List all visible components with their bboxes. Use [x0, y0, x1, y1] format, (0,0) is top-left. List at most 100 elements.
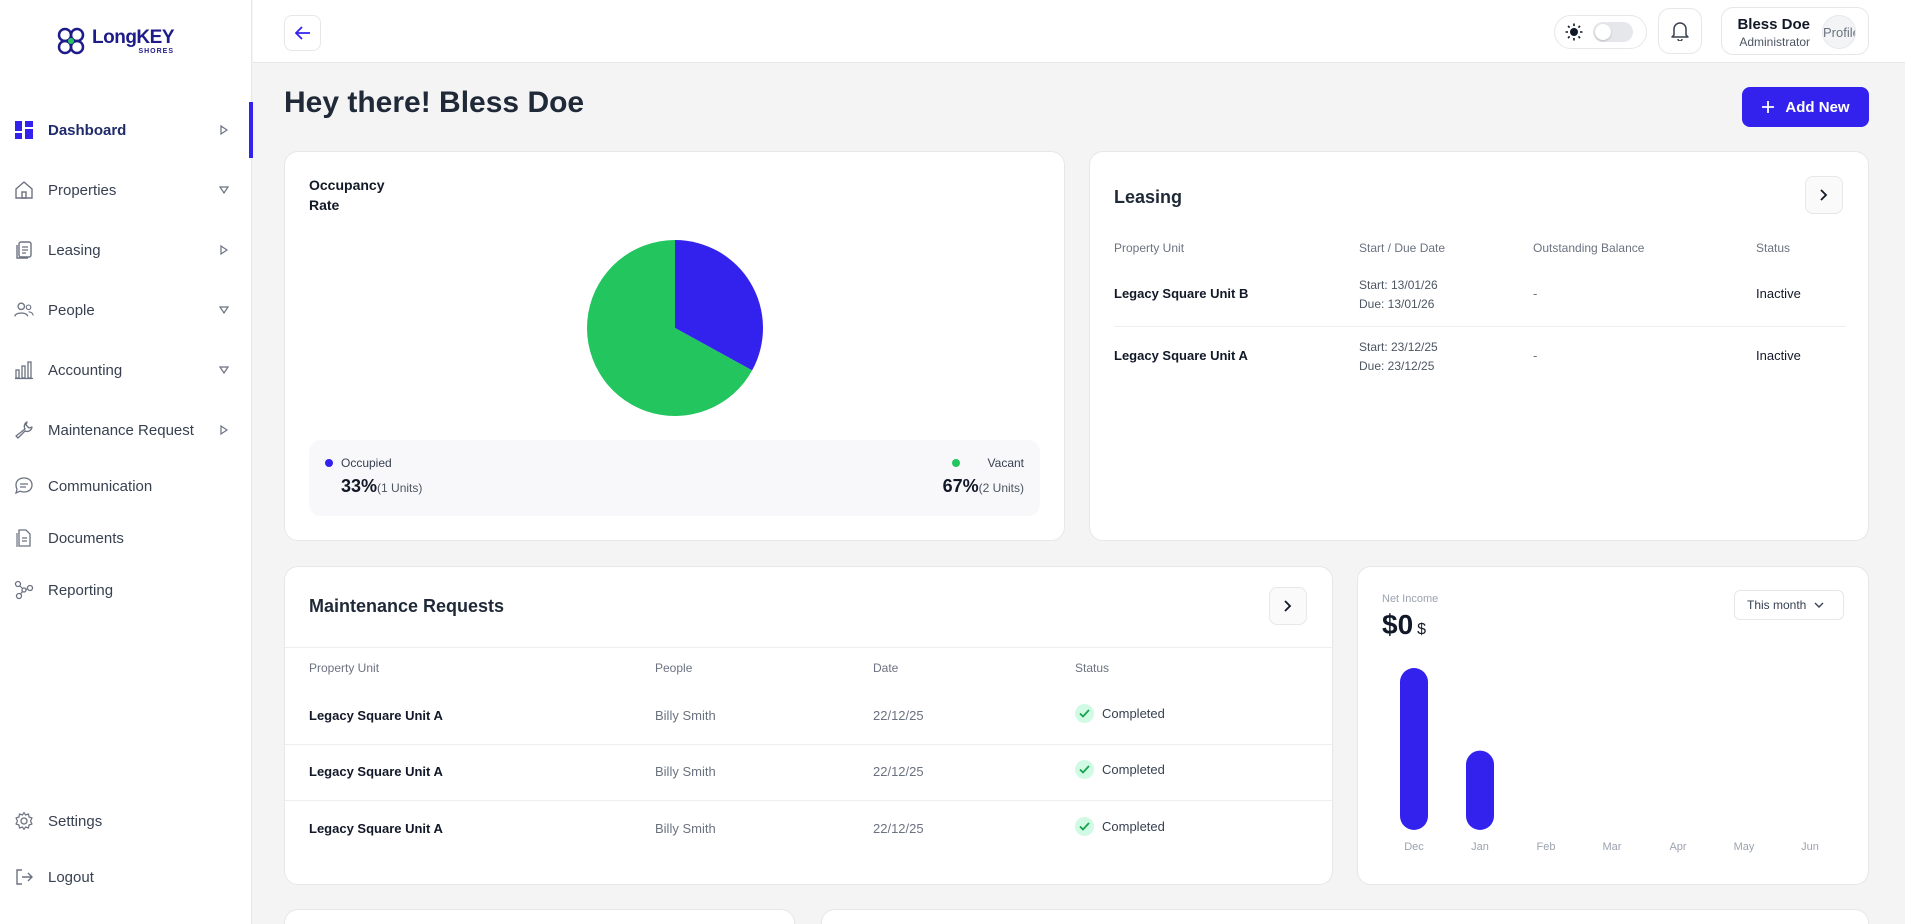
user-role: Administrator	[1739, 35, 1810, 49]
net-income-label: Net Income	[1382, 593, 1439, 605]
sidebar-item-people[interactable]: People	[0, 287, 252, 333]
sidebar-item-label: Reporting	[48, 581, 114, 599]
sidebar-item-reporting[interactable]: Reporting	[0, 567, 252, 613]
occupied-dot-icon	[325, 459, 333, 467]
documents-stack-icon	[14, 240, 34, 260]
sidebar-item-label: Dashboard	[48, 121, 127, 139]
column-header: Outstanding Balance	[1533, 241, 1645, 255]
period-select[interactable]: This month	[1734, 590, 1844, 620]
wrench-icon	[14, 420, 34, 440]
leasing-view-all-button[interactable]	[1805, 176, 1843, 214]
topbar: Bless Doe Administrator Profile	[253, 0, 1905, 63]
x-tick-label: Jun	[1801, 841, 1819, 853]
theme-toggle[interactable]	[1554, 15, 1647, 49]
vacant-units: (2 Units)	[978, 481, 1024, 495]
status-badge: Completed	[1075, 760, 1165, 779]
bar-dec[interactable]	[1400, 668, 1428, 830]
network-icon	[14, 580, 34, 600]
column-header: Date	[873, 661, 899, 675]
user-menu[interactable]: Bless Doe Administrator Profile	[1721, 7, 1869, 55]
theme-switch[interactable]	[1593, 22, 1633, 42]
sidebar-item-label: Properties	[48, 181, 117, 199]
column-header: Status	[1756, 241, 1791, 255]
occupancy-legend: Occupied 33%(1 Units) Vacant 67%(2 Units…	[309, 440, 1040, 516]
sidebar-item-maintenance-request[interactable]: Maintenance Request	[0, 407, 252, 453]
x-tick-label: Apr	[1669, 841, 1686, 853]
net-income-currency: $	[1417, 621, 1427, 638]
maintenance-view-all-button[interactable]	[1269, 587, 1307, 625]
request-date: 22/12/25	[873, 708, 924, 723]
sidebar-item-settings[interactable]: Settings	[0, 798, 252, 844]
brand-tagline: SHORES	[138, 47, 174, 55]
dashboard-icon	[14, 120, 34, 140]
sidebar-item-label: People	[48, 301, 95, 319]
chevron-right-icon	[1284, 600, 1292, 612]
avatar[interactable]: Profile	[1822, 15, 1856, 49]
document-icon	[14, 528, 34, 548]
sidebar-item-documents[interactable]: Documents	[0, 515, 252, 561]
add-new-label: Add New	[1785, 98, 1850, 116]
x-tick-label: Jan	[1471, 841, 1489, 853]
bar-chart-icon	[14, 360, 34, 380]
building-icon	[14, 180, 34, 200]
active-indicator	[249, 102, 253, 158]
caret-right-icon	[218, 124, 230, 136]
lease-balance: -	[1533, 286, 1538, 301]
request-unit: Legacy Square Unit A	[309, 821, 443, 836]
maintenance-title: Maintenance Requests	[309, 596, 505, 616]
bar-jan[interactable]	[1466, 750, 1494, 830]
sidebar-item-communication[interactable]: Communication	[0, 463, 252, 509]
column-header: People	[655, 661, 693, 675]
request-unit: Legacy Square Unit A	[309, 708, 443, 723]
request-person: Billy Smith	[655, 764, 716, 779]
sidebar-item-logout[interactable]: Logout	[0, 854, 252, 900]
status-badge: Completed	[1075, 704, 1165, 723]
people-icon	[14, 300, 34, 320]
lease-status: Inactive	[1756, 348, 1801, 363]
bottom-card-left	[284, 909, 795, 924]
vacant-percent: 67%	[942, 476, 979, 496]
check-circle-icon	[1075, 817, 1094, 836]
column-header: Start / Due Date	[1359, 241, 1446, 255]
caret-right-icon	[218, 244, 230, 256]
lease-unit: Legacy Square Unit B	[1114, 286, 1249, 301]
maintenance-card: Maintenance Requests Property Unit Peopl…	[284, 566, 1333, 885]
sidebar-item-leasing[interactable]: Leasing	[0, 227, 252, 273]
brand-name: LongKEY	[92, 26, 175, 48]
pie-slice-vacant[interactable]	[587, 240, 753, 416]
caret-down-icon	[218, 184, 230, 196]
brand-logo[interactable]: LongKEY SHORES	[54, 24, 175, 58]
check-circle-icon	[1075, 760, 1094, 779]
back-button[interactable]	[284, 15, 321, 51]
sidebar-item-dashboard[interactable]: Dashboard	[0, 102, 253, 158]
caret-right-icon	[218, 424, 230, 436]
add-new-button[interactable]: Add New	[1742, 87, 1869, 127]
sidebar-item-label: Logout	[48, 868, 94, 886]
status-label: Completed	[1102, 819, 1165, 834]
sidebar-item-accounting[interactable]: Accounting	[0, 347, 252, 393]
lease-status: Inactive	[1756, 286, 1801, 301]
bottom-card-right	[821, 909, 1869, 924]
column-header: Property Unit	[1114, 241, 1185, 255]
switch-knob	[1595, 24, 1611, 40]
gear-icon	[14, 811, 34, 831]
request-unit: Legacy Square Unit A	[309, 764, 443, 779]
net-income-amount: $0	[1382, 609, 1414, 640]
x-tick-label: Mar	[1603, 841, 1622, 853]
row-divider	[1114, 326, 1846, 327]
status-label: Completed	[1102, 762, 1165, 777]
request-date: 22/12/25	[873, 821, 924, 836]
occupancy-pie-chart	[587, 240, 763, 416]
occupancy-title: Occupancy Rate	[309, 177, 385, 213]
sidebar-item-label: Leasing	[48, 241, 101, 259]
request-person: Billy Smith	[655, 708, 716, 723]
sidebar: LongKEY SHORES Dashboard Properties Leas…	[0, 0, 253, 924]
status-badge: Completed	[1075, 817, 1165, 836]
arrow-left-icon	[294, 26, 310, 40]
request-date: 22/12/25	[873, 764, 924, 779]
sidebar-item-properties[interactable]: Properties	[0, 167, 252, 213]
pie-slice-occupied[interactable]	[675, 240, 763, 371]
column-header: Property Unit	[309, 661, 380, 675]
notifications-button[interactable]	[1658, 8, 1702, 54]
net-income-value: $0 $	[1382, 609, 1426, 641]
